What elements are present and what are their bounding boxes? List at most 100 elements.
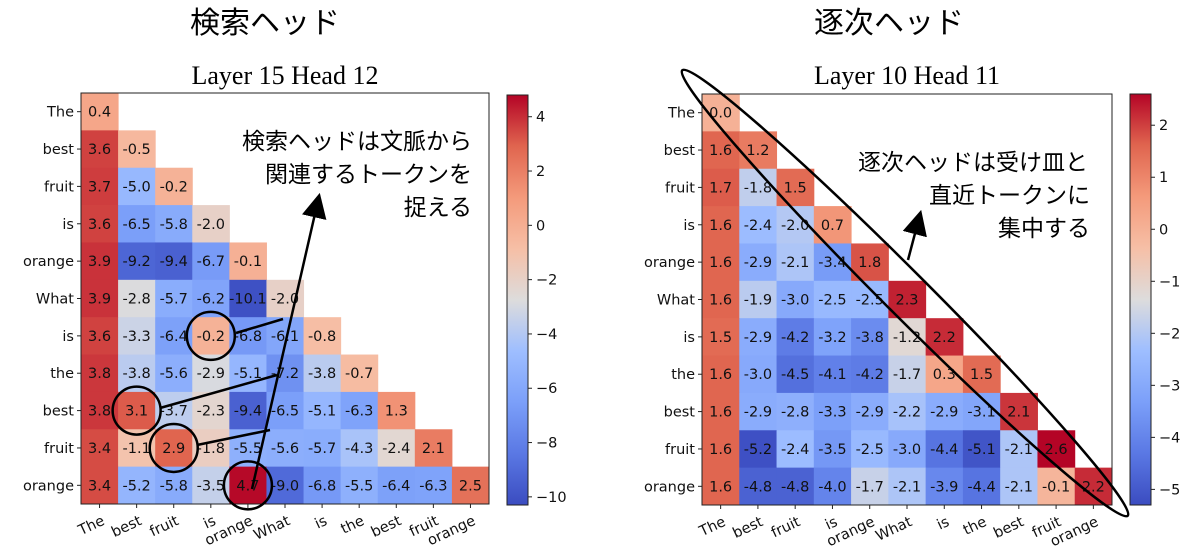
arrow-main <box>902 209 927 261</box>
y-tick-label: is <box>683 218 695 234</box>
cell-value-label: -3.8 <box>856 330 884 346</box>
cell-value-label: -4.4 <box>930 442 958 458</box>
cell-value-label: -5.8 <box>160 478 188 494</box>
cell-value-label: 0.0 <box>709 106 732 122</box>
colorbar-tick-label: −1 <box>1159 274 1180 290</box>
cell-value-label: -2.9 <box>744 255 772 271</box>
colorbar-tick-label: −2 <box>1159 326 1180 342</box>
cell-value-label: 2.2 <box>1082 479 1105 495</box>
heatmap-cell <box>81 242 119 281</box>
cell-value-label: -6.8 <box>308 478 336 494</box>
cell-value-label: 1.6 <box>709 143 732 159</box>
heatmap-cell <box>851 355 889 394</box>
cell-value-label: -5.6 <box>160 366 188 382</box>
cell-value-label: 2.1 <box>422 441 445 457</box>
heatmap-cell <box>702 131 740 170</box>
heatmap-cell <box>962 430 1001 469</box>
y-tick-labels: The best fruit is orange What is the best fruit or… <box>23 105 81 494</box>
cell-value-label: -4.3 <box>345 441 373 457</box>
heatmap-cell <box>340 391 379 430</box>
highlight-circle <box>222 460 274 511</box>
heatmap-cell <box>1000 392 1038 431</box>
x-tick-label: best <box>991 514 1026 542</box>
heatmap-cell <box>229 466 267 505</box>
x-tick-label: the <box>961 514 989 539</box>
cell-value-label: -5.5 <box>345 478 373 494</box>
cell-value-label: -3.5 <box>197 478 225 494</box>
cell-value-label: -2.9 <box>197 366 225 382</box>
cell-value-label: -5.1 <box>967 442 995 458</box>
cell-value-label: -2.4 <box>382 441 410 457</box>
cell-value-label: -4.0 <box>818 479 846 495</box>
heatmap-cell <box>813 392 852 431</box>
heatmap-cell <box>851 430 889 469</box>
heatmap-cell <box>851 467 889 506</box>
cell-value-label: -2.9 <box>744 405 772 421</box>
cell-value-label: 1.6 <box>709 218 732 234</box>
colorbar-tick-label: 1 <box>1159 170 1168 186</box>
y-tick-label: fruit <box>665 180 695 196</box>
heatmap-cell <box>266 429 305 468</box>
y-tick-label: The <box>667 106 695 122</box>
heatmap-cell <box>888 467 927 506</box>
cell-value-label: -3.8 <box>122 366 150 382</box>
heatmap-cell <box>303 466 342 505</box>
cell-value-label: 1.5 <box>784 180 807 196</box>
cell-value-label: -2.9 <box>856 405 884 421</box>
cell-value-label: -2.1 <box>893 479 921 495</box>
heatmap-cell <box>851 318 889 357</box>
cell-value-label: 1.6 <box>709 479 732 495</box>
cell-value-label: -9.4 <box>234 404 262 420</box>
x-tick-label: best <box>369 513 404 541</box>
cell-value-label: -3.8 <box>308 366 336 382</box>
y-tick-label: orange <box>23 478 74 494</box>
heatmap-cell <box>702 168 740 207</box>
cell-value-label: 3.1 <box>125 404 148 420</box>
cell-value-label: -2.5 <box>818 293 846 309</box>
heatmap-cell <box>155 167 193 206</box>
cell-value-label: -0.8 <box>308 329 336 345</box>
annotation: 検索ヘッドは文脈から 関連するトークンを 捉える <box>242 129 472 221</box>
cell-value-label: 1.6 <box>709 405 732 421</box>
heatmap-cell <box>739 280 778 319</box>
cell-value-label: -3.0 <box>781 293 809 309</box>
colorbar <box>506 94 529 506</box>
arrow-main <box>250 192 327 490</box>
cell-value-label: 3.4 <box>88 478 111 494</box>
annotation-line: 関連するトークンを <box>265 162 472 188</box>
cell-value-label: -6.3 <box>345 404 373 420</box>
annotation-line: 集中する <box>998 216 1090 242</box>
heatmap-cell <box>925 392 964 431</box>
y-tick-label: orange <box>23 254 74 270</box>
y-tick-label: the <box>50 366 74 382</box>
cell-value-label: 1.6 <box>709 367 732 383</box>
y-tick-label: orange <box>644 255 695 271</box>
heatmap-cell <box>702 392 740 431</box>
cell-value-label: -1.7 <box>856 479 884 495</box>
y-tick-label: fruit <box>665 442 695 458</box>
heatmap-cell <box>81 93 119 131</box>
cell-value-label: 2.2 <box>933 330 956 346</box>
heatmap-cell <box>851 392 889 431</box>
cell-value-label: -1.8 <box>744 180 772 196</box>
heatmap-cell <box>813 355 852 394</box>
cell-value-label: -5.6 <box>271 441 299 457</box>
heatmap-cell <box>118 130 156 169</box>
annotation-arrows <box>159 192 327 490</box>
heatmap-cell <box>229 391 267 430</box>
heatmap-cell <box>377 466 416 505</box>
heatmap-cell <box>813 280 852 319</box>
cell-value-label: 3.6 <box>88 142 111 158</box>
arrow-link <box>235 317 284 335</box>
cell-value-label: -4.1 <box>818 367 846 383</box>
cell-value-label: -5.7 <box>308 441 336 457</box>
annotation: 逐次ヘッドは受け皿と 直近トークンに 集中する <box>858 150 1090 242</box>
y-tick-label: best <box>43 404 75 420</box>
heatmap-cell <box>81 317 119 356</box>
cell-value-label: -1.1 <box>122 441 150 457</box>
cell-value-label: -4.2 <box>781 330 809 346</box>
heatmap-cell <box>303 429 342 468</box>
cell-value-label: -1.8 <box>197 441 225 457</box>
